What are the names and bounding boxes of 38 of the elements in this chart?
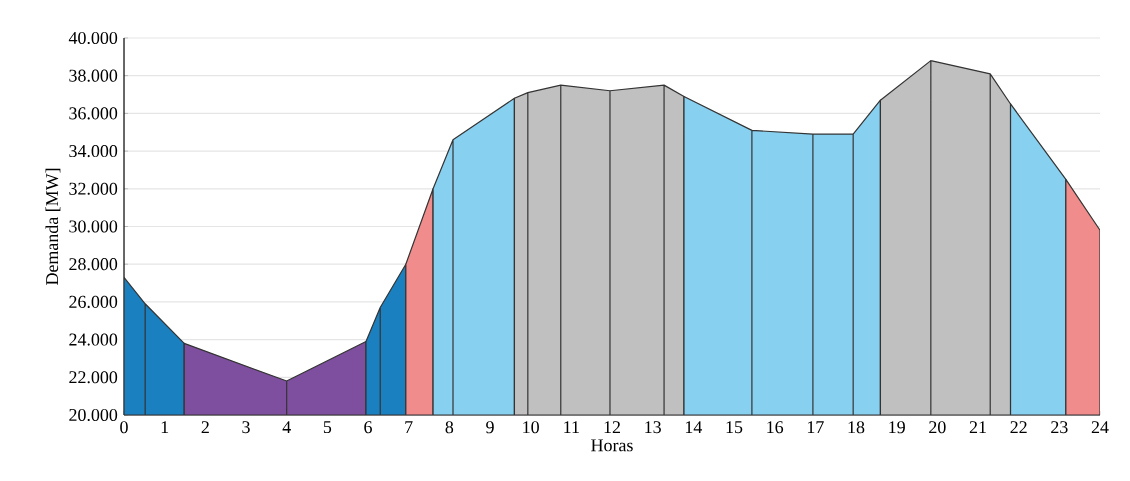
y-tick-label: 40.000 [68, 31, 118, 45]
x-tick-label: 16 [767, 421, 784, 434]
x-tick-label: 21 [969, 421, 986, 434]
x-tick-label: 5 [323, 421, 332, 434]
x-tick-label: 18 [848, 421, 865, 434]
y-tick-label: 32.000 [69, 182, 118, 195]
y-tick-label: 28.000 [69, 258, 118, 271]
x-tick-label: 9 [486, 421, 494, 434]
x-tick-label: 24 [1091, 421, 1109, 434]
x-tick-label: 19 [889, 421, 905, 434]
x-tick-label: 6 [364, 421, 372, 434]
x-tick-label: 8 [445, 421, 454, 434]
x-tick-label: 17 [807, 421, 824, 433]
x-tick-label: 0 [120, 421, 128, 434]
x-tick-label: 12 [604, 421, 620, 434]
x-tick-label: 10 [523, 421, 539, 434]
y-tick-label: 22.000 [69, 371, 118, 384]
x-tick-label: 3 [242, 421, 250, 434]
x-tick-label: 11 [564, 421, 579, 433]
x-tick-label: 20 [929, 421, 946, 434]
x-tick-label: 13 [645, 421, 661, 434]
y-tick-label: 26.000 [69, 295, 118, 308]
x-tick-label: 2 [201, 421, 209, 434]
x-tick-label: 23 [1051, 421, 1068, 434]
y-tick-label: 24.000 [69, 333, 118, 346]
x-axis-title: Horas [591, 439, 633, 452]
x-tick-label: 4 [282, 421, 291, 433]
x-tick-label: 14 [685, 421, 703, 433]
y-tick-label: 30.000 [69, 220, 118, 233]
y-tick-label: 34.000 [69, 145, 118, 158]
x-tick-label: 1 [161, 421, 169, 433]
y-tick-label: 20.000 [69, 408, 118, 422]
x-tick-label: 7 [405, 421, 413, 433]
y-axis-title: Demanda [MW] [45, 168, 61, 285]
x-tick-label: 22 [1010, 421, 1027, 434]
y-tick-label: 38.000 [69, 69, 118, 82]
y-tick-label: 36.000 [69, 107, 118, 120]
x-tick-label: 15 [726, 421, 743, 434]
